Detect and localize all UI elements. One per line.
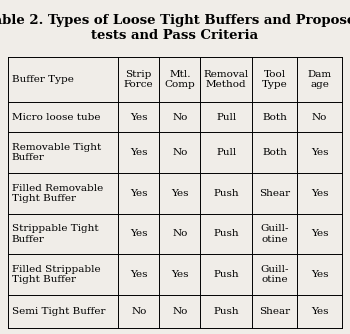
Text: Dam
age: Dam age bbox=[308, 70, 332, 89]
Text: Shear: Shear bbox=[259, 189, 290, 198]
Text: Yes: Yes bbox=[130, 148, 147, 157]
Text: Removable Tight
Buffer: Removable Tight Buffer bbox=[12, 143, 101, 162]
Text: Push: Push bbox=[214, 229, 239, 238]
Text: Yes: Yes bbox=[171, 270, 189, 279]
Text: Table 2. Types of Loose Tight Buffers and Proposed
tests and Pass Criteria: Table 2. Types of Loose Tight Buffers an… bbox=[0, 14, 350, 42]
Text: Micro loose tube: Micro loose tube bbox=[12, 113, 100, 122]
Text: Filled Removable
Tight Buffer: Filled Removable Tight Buffer bbox=[12, 183, 103, 203]
Text: Push: Push bbox=[214, 270, 239, 279]
Text: No: No bbox=[172, 229, 188, 238]
Text: Tool
Type: Tool Type bbox=[262, 70, 288, 89]
Text: Removal
Method: Removal Method bbox=[204, 70, 249, 89]
Text: Push: Push bbox=[214, 189, 239, 198]
Text: Guill-
otine: Guill- otine bbox=[260, 265, 289, 284]
Text: Buffer Type: Buffer Type bbox=[12, 75, 74, 84]
Text: Shear: Shear bbox=[259, 307, 290, 316]
Text: Yes: Yes bbox=[171, 189, 189, 198]
Text: Both: Both bbox=[262, 113, 287, 122]
Text: Strippable Tight
Buffer: Strippable Tight Buffer bbox=[12, 224, 98, 243]
Text: Yes: Yes bbox=[311, 189, 328, 198]
Text: Yes: Yes bbox=[311, 148, 328, 157]
Text: Yes: Yes bbox=[130, 113, 147, 122]
Text: Yes: Yes bbox=[311, 229, 328, 238]
Text: No: No bbox=[312, 113, 327, 122]
Text: No: No bbox=[131, 307, 146, 316]
Text: Guill-
otine: Guill- otine bbox=[260, 224, 289, 243]
Text: Semi Tight Buffer: Semi Tight Buffer bbox=[12, 307, 105, 316]
Text: No: No bbox=[172, 148, 188, 157]
Text: Yes: Yes bbox=[311, 307, 328, 316]
Text: Pull: Pull bbox=[216, 148, 236, 157]
Text: Both: Both bbox=[262, 148, 287, 157]
Text: Push: Push bbox=[214, 307, 239, 316]
Text: No: No bbox=[172, 113, 188, 122]
Text: Pull: Pull bbox=[216, 113, 236, 122]
Text: Yes: Yes bbox=[311, 270, 328, 279]
Text: Strip
Force: Strip Force bbox=[124, 70, 154, 89]
Text: Yes: Yes bbox=[130, 270, 147, 279]
Text: Yes: Yes bbox=[130, 189, 147, 198]
Text: Yes: Yes bbox=[130, 229, 147, 238]
Text: Mtl.
Comp: Mtl. Comp bbox=[164, 70, 195, 89]
Text: Filled Strippable
Tight Buffer: Filled Strippable Tight Buffer bbox=[12, 265, 100, 284]
Text: No: No bbox=[172, 307, 188, 316]
